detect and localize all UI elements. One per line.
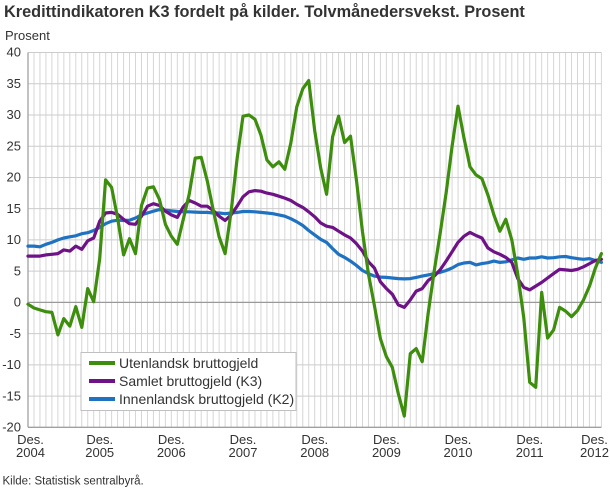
svg-text:-10: -10 bbox=[2, 357, 21, 372]
svg-text:-20: -20 bbox=[2, 420, 21, 435]
svg-text:Des.2012: Des. 2012 bbox=[580, 432, 609, 460]
svg-text:Kredittindikatoren K3 fordelt: Kredittindikatoren K3 fordelt på kilder.… bbox=[4, 3, 525, 21]
svg-text:40: 40 bbox=[7, 45, 21, 60]
svg-text:Des.2008: Des. 2008 bbox=[300, 432, 329, 460]
svg-text:Des.2004: Des. 2004 bbox=[16, 432, 45, 460]
svg-text:5: 5 bbox=[14, 263, 21, 278]
svg-text:Des.2010: Des. 2010 bbox=[444, 432, 473, 460]
svg-text:0: 0 bbox=[14, 295, 21, 310]
svg-text:Prosent: Prosent bbox=[5, 28, 50, 43]
svg-text:-15: -15 bbox=[2, 388, 21, 403]
svg-text:Utenlandsk bruttogjeld: Utenlandsk bruttogjeld bbox=[119, 355, 258, 371]
svg-text:Des.2011: Des. 2011 bbox=[516, 432, 544, 460]
svg-text:Des.2006: Des. 2006 bbox=[157, 432, 186, 460]
svg-text:Des.2009: Des. 2009 bbox=[372, 432, 401, 460]
svg-text:Kilde: Statistisk sentralbyrå.: Kilde: Statistisk sentralbyrå. bbox=[3, 476, 144, 488]
svg-text:25: 25 bbox=[7, 138, 21, 153]
svg-text:Des.2007: Des. 2007 bbox=[229, 432, 258, 460]
svg-text:30: 30 bbox=[7, 107, 21, 122]
svg-text:35: 35 bbox=[7, 76, 21, 91]
svg-text:-5: -5 bbox=[9, 326, 21, 341]
svg-text:Innenlandsk bruttogjeld (K2): Innenlandsk bruttogjeld (K2) bbox=[119, 391, 294, 407]
svg-text:15: 15 bbox=[7, 201, 21, 216]
svg-text:Des.2005: Des. 2005 bbox=[85, 432, 114, 460]
svg-text:10: 10 bbox=[7, 232, 21, 247]
svg-text:Samlet bruttogjeld (K3): Samlet bruttogjeld (K3) bbox=[119, 373, 262, 389]
svg-text:20: 20 bbox=[7, 170, 21, 185]
